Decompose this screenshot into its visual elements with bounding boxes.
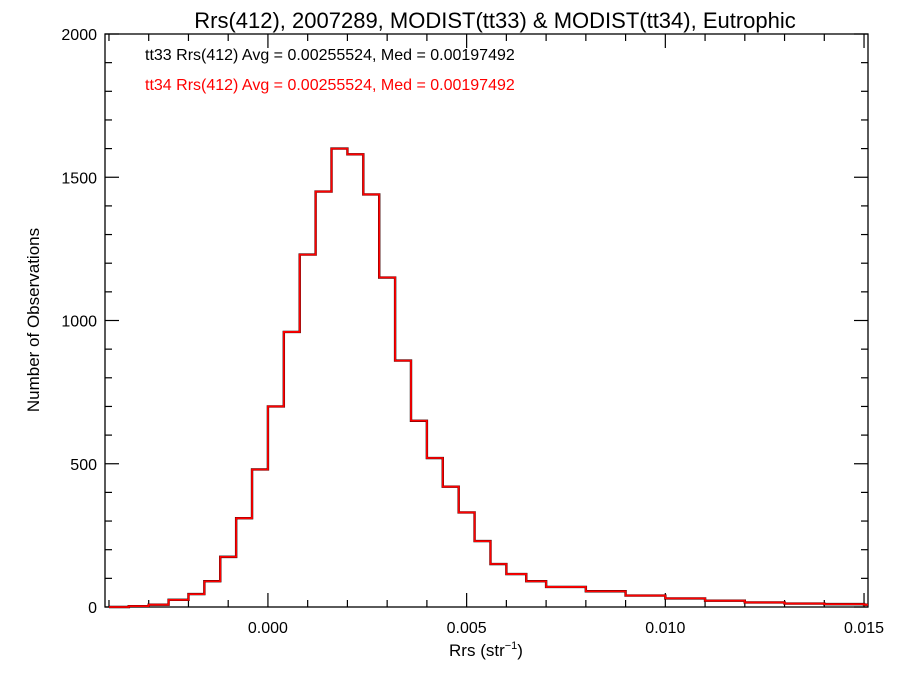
y-tick-label: 2000 [61,27,97,44]
chart-title: Rrs(412), 2007289, MODIST(tt33) & MODIST… [194,8,796,33]
legend-entry-tt34: tt34 Rrs(412) Avg = 0.00255524, Med = 0.… [145,77,515,94]
x-tick-label: 0.010 [645,620,685,637]
x-axis-label: Rrs (str−1) [449,640,523,660]
histogram-line-tt34 [108,147,868,608]
histogram-line-tt33 [108,147,868,609]
y-axis-label: Number of Observations [24,228,43,412]
y-tick-label: 500 [70,457,97,474]
y-tick-label: 1500 [61,170,97,187]
y-axis: 0 500 1000 1500 2000 [61,27,868,617]
y-tick-label: 0 [88,600,97,617]
x-tick-label: 0.015 [844,620,884,637]
x-tick-label: 0.005 [447,620,487,637]
plot-frame [104,33,869,608]
x-axis: 0.000 0.005 0.010 0.015 [108,34,884,637]
legend-entry-tt33: tt33 Rrs(412) Avg = 0.00255524, Med = 0.… [145,47,515,64]
x-axis-label-superscript: −1 [505,640,518,652]
series-layer [108,147,868,609]
x-tick-label: 0.000 [248,620,288,637]
y-tick-label: 1000 [61,314,97,331]
